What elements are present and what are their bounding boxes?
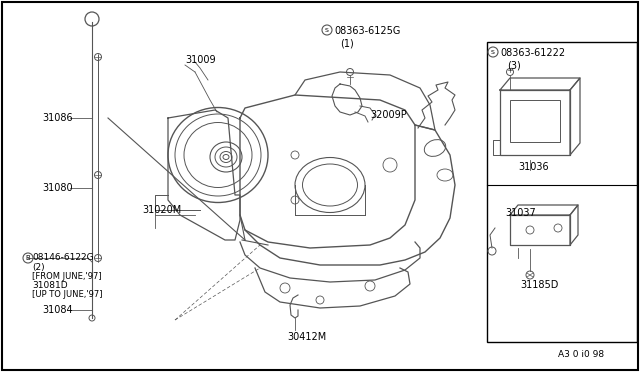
Text: 08363-61222: 08363-61222 (500, 48, 565, 58)
Text: S: S (491, 49, 495, 55)
Text: 31036: 31036 (518, 162, 548, 172)
Text: 31185D: 31185D (520, 280, 558, 290)
Text: [FROM JUNE,'97]: [FROM JUNE,'97] (32, 272, 102, 281)
Text: (2): (2) (32, 263, 45, 272)
Text: 08146-6122G: 08146-6122G (32, 253, 93, 262)
Text: (1): (1) (340, 38, 354, 48)
Text: [UP TO JUNE,'97]: [UP TO JUNE,'97] (32, 290, 102, 299)
Text: 32009P: 32009P (370, 110, 407, 120)
Text: 31084: 31084 (42, 305, 72, 315)
Text: 31037: 31037 (505, 208, 536, 218)
Text: 08363-6125G: 08363-6125G (334, 26, 401, 36)
Bar (487, 42, 637, 342)
Text: B: B (26, 255, 30, 261)
Bar (510, 100, 560, 142)
Text: 31086: 31086 (42, 113, 72, 123)
Text: 30412M: 30412M (287, 332, 326, 342)
Text: 31080: 31080 (42, 183, 72, 193)
Text: A3 0 i0 98: A3 0 i0 98 (558, 350, 604, 359)
Text: S: S (325, 28, 329, 32)
Text: (3): (3) (507, 60, 521, 70)
Text: 31020M: 31020M (142, 205, 181, 215)
Text: 31081D: 31081D (32, 281, 68, 290)
Text: 31009: 31009 (185, 55, 216, 65)
